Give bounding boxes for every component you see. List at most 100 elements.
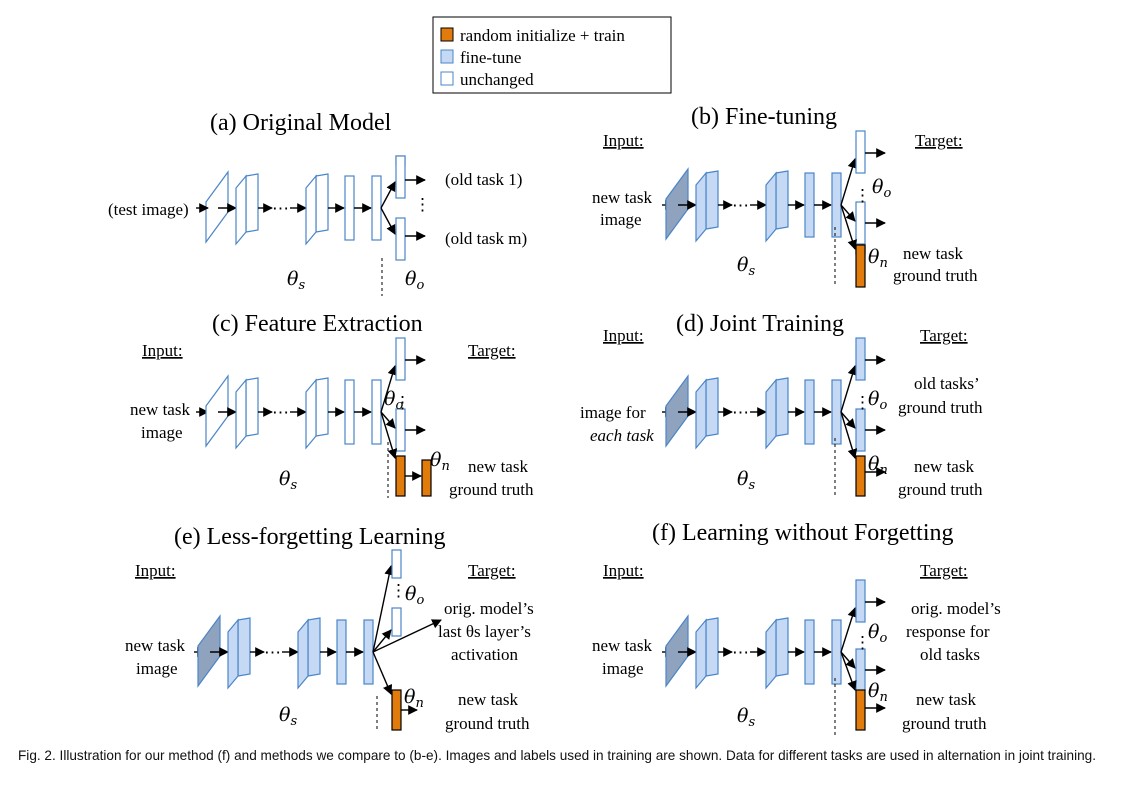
panel-d-target-old-line-2: ground truth <box>898 398 983 417</box>
panel-a-old-head-1-box <box>395 155 406 199</box>
panel-f-old-head-1 <box>855 579 866 623</box>
panel-f-input-line-1: new task <box>592 636 652 655</box>
panel-b-conv-input-plate <box>665 167 689 241</box>
panel-a-old-head-m-box <box>395 217 406 261</box>
panel-d-theta-old: θo <box>868 388 887 413</box>
panel-e-fc-layer-1 <box>336 619 347 685</box>
figure-caption: Fig. 2. Illustration for our method (f) … <box>18 748 1096 763</box>
panel-d-target-new-line-2: ground truth <box>898 480 983 499</box>
panel-c-new-head-1 <box>395 455 406 497</box>
panel-d-input-header: Input: <box>603 326 644 345</box>
panel-e-target-header: Target: <box>468 561 516 580</box>
panel-b-old-heads-vdots: ⋮ <box>854 186 871 205</box>
panel-e-arrow-activation <box>372 619 442 653</box>
panel-f-target-new-line-1: new task <box>916 690 976 709</box>
panel-a-conv-input-plate <box>205 170 229 244</box>
panel-f-theta-old: θo <box>868 621 887 646</box>
panel-e-theta-old: θo <box>405 583 424 608</box>
panel-b-title: (b) Fine-tuning <box>691 104 837 130</box>
panel-c-arrow-old-head-m <box>380 411 396 429</box>
panel-b-arrow-old-head-1 <box>840 158 858 206</box>
panel-f-arrow-old-head-m <box>840 651 856 669</box>
panel-c-input-line-2: image <box>141 423 183 442</box>
panel-b-arrow-old-head-m <box>840 204 856 222</box>
panel-e-input-line-1: new task <box>125 636 185 655</box>
panel-c-input-line-1: new task <box>130 400 190 419</box>
panel-c-arrow-new-head <box>380 411 398 459</box>
legend-swatch-train <box>440 27 454 42</box>
panel-c-target-header: Target: <box>468 341 516 360</box>
panel-c-old-heads-vdots: ⋮ <box>394 393 411 412</box>
panel-d-target-new-line-1: new task <box>914 457 974 476</box>
panel-b-input-header: Input: <box>603 131 644 150</box>
panel-a-fc-layer-1 <box>344 175 355 241</box>
panel-a-arrow-old-head-m <box>380 207 396 235</box>
legend-label-train: random initialize + train <box>460 26 625 45</box>
panel-a-title: (a) Original Model <box>210 110 392 136</box>
panel-e-old-head-m <box>391 607 402 637</box>
panel-b-theta-old: θo <box>872 176 891 201</box>
panel-e-conv-layer-1 <box>227 617 251 690</box>
panel-f-input-line-2: image <box>602 659 644 678</box>
panel-e-theta-shared: θs <box>279 704 297 729</box>
panel-e-input-line-2: image <box>136 659 178 678</box>
panel-f-target-header: Target: <box>920 561 968 580</box>
panel-f-conv-ellipsis: ⋯ <box>732 643 749 662</box>
panel-f-old-heads-vdots: ⋮ <box>854 633 871 652</box>
panel-b-conv-layer-1 <box>695 170 719 243</box>
panel-e-arrow-old-head-1 <box>372 565 394 653</box>
panel-e-conv-layer-last <box>297 617 321 690</box>
legend-label-finetune: fine-tune <box>460 48 521 67</box>
panel-f-theta-shared: θs <box>737 705 755 730</box>
panel-e-old-head-1 <box>391 549 402 579</box>
panel-e-arrow-old-head-m <box>372 629 392 653</box>
panel-c-arrow-old-head-1 <box>380 365 398 413</box>
panel-b-conv-layer-last <box>765 170 789 243</box>
panel-c-conv-ellipsis: ⋯ <box>272 403 289 422</box>
panel-d-fc-layer-2 <box>831 379 842 445</box>
panel-c-conv-layer-last <box>305 377 329 450</box>
panel-f-target-new-line-2: ground truth <box>902 714 987 733</box>
panel-c-theta-new: θn <box>430 449 450 474</box>
panel-e-arrow-new-head <box>372 651 393 695</box>
panel-b-theta-shared: θs <box>737 254 755 279</box>
panel-f-arrow-old-head-1 <box>840 607 857 653</box>
panel-d-conv-layer-1 <box>695 377 719 450</box>
panel-d-arrow-old-head-1 <box>840 365 858 413</box>
panel-d-new-head <box>855 455 866 497</box>
panel-d-input-line-2: each task <box>590 426 654 445</box>
panel-d-input-line-1: image for <box>580 403 646 422</box>
panel-f-conv-layer-last <box>765 617 789 690</box>
panel-e-new-head <box>391 689 402 731</box>
panel-f-input-header: Input: <box>603 561 644 580</box>
legend-swatch-unchanged <box>440 71 454 86</box>
panel-d-conv-layer-last <box>765 377 789 450</box>
panel-e-title: (e) Less-forgetting Learning <box>174 524 445 550</box>
panel-f-title: (f) Learning without Forgetting <box>652 520 954 546</box>
panel-c-conv-input-plate <box>205 374 229 448</box>
panel-a-theta-old: θo <box>405 268 424 293</box>
panel-f-theta-new: θn <box>868 680 888 705</box>
panel-b-arrow-new-head <box>840 204 857 250</box>
panel-e-target-old-line-2: last θs layer’s <box>438 622 531 641</box>
panel-a-theta-shared: θs <box>287 268 305 293</box>
panel-e-old-heads-vdots: ⋮ <box>390 581 407 600</box>
panel-a-arrow-old-head-1 <box>380 181 396 209</box>
panel-c-theta-shared: θs <box>279 468 297 493</box>
panel-c-new-head-2 <box>421 459 432 497</box>
network-diagrams: ⋯ ⋮θs θo⋯⋮ θoθnθs⋯⋮θoθnθs⋯⋮θoθnθs⋯⋮θoθnθs⋯⋮… <box>194 130 891 736</box>
panel-f-fc-layer-1 <box>804 619 815 685</box>
panel-c-input-header: Input: <box>142 341 183 360</box>
panel-f-old-head-m <box>855 648 866 692</box>
panel-d-old-head-1 <box>855 337 866 381</box>
panel-d-old-head-m <box>855 408 866 452</box>
panel-c-fc-layer-1 <box>344 379 355 445</box>
panel-c-title: (c) Feature Extraction <box>212 311 423 337</box>
legend-frame <box>432 16 672 94</box>
panel-d-arrow-new-head <box>840 411 858 459</box>
panel-b-input-line-1: new task <box>592 188 652 207</box>
panel-b-target-line-1: new task <box>903 244 963 263</box>
panel-a-conv-layer-1 <box>235 173 259 246</box>
panel-a-input-label: (test image) <box>108 200 189 219</box>
